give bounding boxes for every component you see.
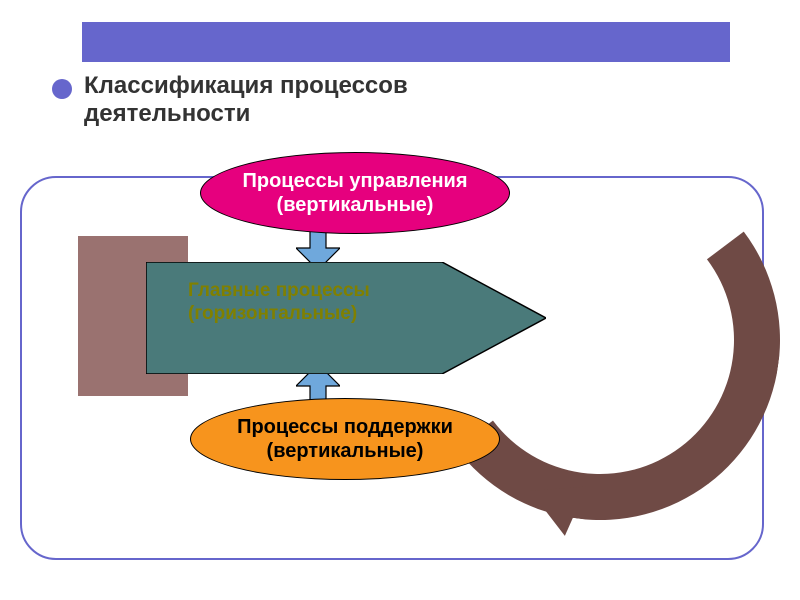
bullet-icon [52,79,72,99]
header-bar [82,22,730,62]
slide-title: Классификация процессов деятельности [84,72,514,127]
top-ellipse-label: Процессы управления (вертикальные) [219,169,491,217]
top-ellipse: Процессы управления (вертикальные) [200,152,510,234]
pentagon-label: Главные процессы (горизонтальные) [188,280,418,326]
slide-stage: Классификация процессов деятельности Про… [0,0,800,600]
bottom-ellipse: Процессы поддержки (вертикальные) [190,398,500,480]
bottom-ellipse-label: Процессы поддержки (вертикальные) [209,415,481,463]
pentagon-arrow: Главные процессы (горизонтальные) [146,262,546,374]
